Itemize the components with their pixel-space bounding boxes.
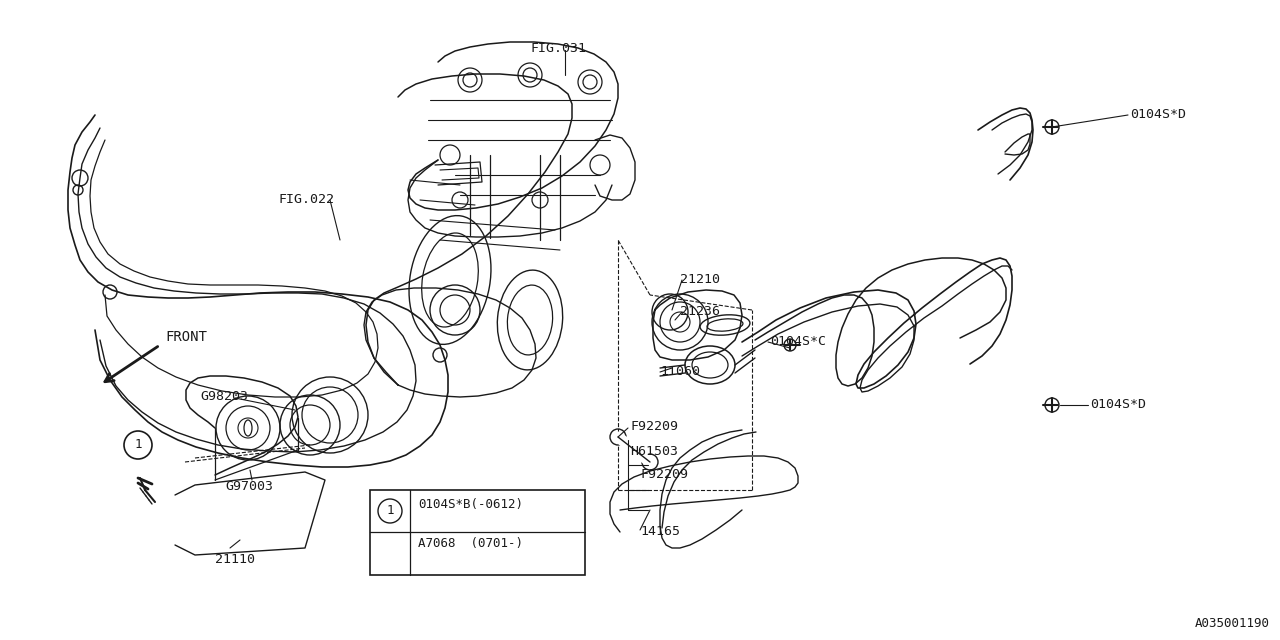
Text: G97003: G97003 bbox=[225, 480, 273, 493]
Text: 0104S*D: 0104S*D bbox=[1130, 108, 1187, 121]
Text: G98203: G98203 bbox=[200, 390, 248, 403]
Text: 1: 1 bbox=[387, 504, 394, 518]
FancyBboxPatch shape bbox=[370, 490, 585, 575]
Text: 0104S*C: 0104S*C bbox=[771, 335, 826, 348]
Text: FRONT: FRONT bbox=[165, 330, 207, 344]
Text: 11060: 11060 bbox=[660, 365, 700, 378]
Text: 21210: 21210 bbox=[680, 273, 719, 286]
Text: 0104S*B(-0612): 0104S*B(-0612) bbox=[419, 498, 524, 511]
Text: A7068  (0701-): A7068 (0701-) bbox=[419, 537, 524, 550]
Circle shape bbox=[783, 339, 796, 351]
Text: H61503: H61503 bbox=[630, 445, 678, 458]
Text: F92209: F92209 bbox=[630, 420, 678, 433]
Text: FIG.022: FIG.022 bbox=[278, 193, 334, 206]
Text: 0104S*D: 0104S*D bbox=[1091, 398, 1146, 411]
Text: F92209: F92209 bbox=[640, 468, 689, 481]
Text: 21110: 21110 bbox=[215, 553, 255, 566]
Circle shape bbox=[1044, 120, 1059, 134]
Text: 1: 1 bbox=[134, 438, 142, 451]
Text: FIG.031: FIG.031 bbox=[530, 42, 586, 55]
Circle shape bbox=[1044, 398, 1059, 412]
Text: 14165: 14165 bbox=[640, 525, 680, 538]
Text: A035001190: A035001190 bbox=[1196, 617, 1270, 630]
Text: 21236: 21236 bbox=[680, 305, 719, 318]
